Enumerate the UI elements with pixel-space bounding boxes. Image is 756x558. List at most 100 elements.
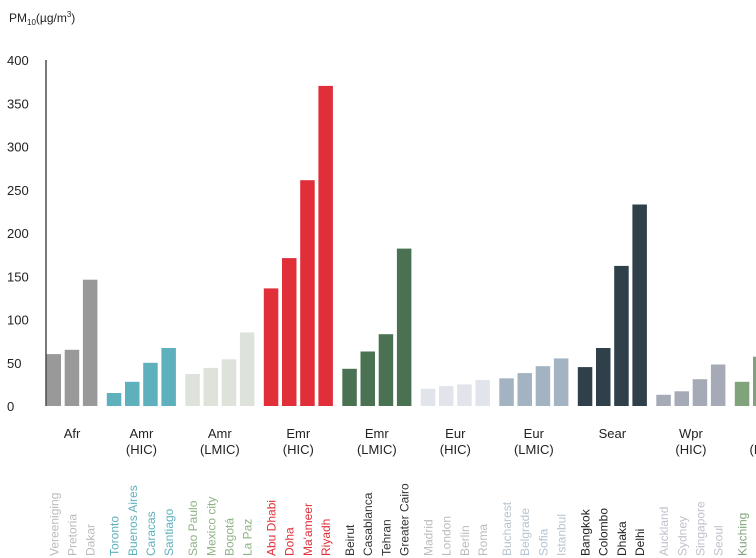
city-label: Vereeniging	[47, 493, 61, 556]
city-label: Sofia	[536, 528, 550, 556]
group-label: Emr	[286, 426, 311, 441]
city-label: Tehran	[379, 519, 393, 556]
bar	[203, 367, 218, 406]
bar	[396, 248, 412, 406]
y-tick-labels: 0 50 100 150 200 250 300 350 400	[7, 53, 29, 414]
bar	[106, 393, 122, 406]
bar	[734, 381, 750, 406]
y-tick-label: 300	[7, 140, 29, 155]
city-label: London	[440, 516, 454, 556]
city-label: Mexico city	[204, 497, 218, 556]
city-label: Madrid	[422, 519, 436, 556]
city-labels: Vereeniging Pretoria Dakar Toronto Buenos Ai…	[47, 483, 756, 556]
bar	[656, 394, 671, 406]
bar	[378, 334, 394, 406]
city-label: Dakar	[84, 524, 98, 556]
group-label: (LMIC)	[200, 442, 240, 457]
bar	[457, 384, 472, 406]
bar	[710, 364, 726, 406]
bar	[300, 180, 315, 406]
y-title-unit: (µg/m	[36, 11, 67, 25]
bar	[143, 362, 158, 407]
city-label: Roma	[476, 524, 490, 556]
city-label: Berlin	[458, 525, 472, 556]
group-label: Amr	[129, 426, 154, 441]
group-label: Eur	[524, 426, 545, 441]
bar	[239, 332, 255, 406]
bar	[420, 388, 436, 406]
bar	[82, 279, 98, 406]
city-label: Kuching	[736, 513, 750, 556]
bar	[360, 351, 375, 406]
group-label: Amr	[208, 426, 233, 441]
bar	[614, 265, 629, 406]
city-label: Belgrade	[518, 508, 532, 556]
bar	[499, 378, 514, 406]
city-label: Istanbul	[555, 514, 569, 556]
city-label: Colombo	[597, 508, 611, 556]
city-label: Auckland	[657, 507, 671, 556]
y-tick-label: 250	[7, 183, 29, 198]
city-label: Bucharest	[500, 501, 514, 556]
y-tick-label: 400	[7, 53, 29, 68]
bar	[342, 368, 357, 406]
bar	[161, 348, 176, 406]
group-label: (HIC)	[440, 442, 471, 457]
y-title-unit-end: )	[71, 11, 75, 25]
city-label: Ma'ameer	[301, 503, 315, 556]
city-label: Greater Cairo	[398, 483, 412, 556]
y-axis-title: PM10(µg/m3)	[9, 10, 75, 27]
bar	[753, 356, 756, 406]
city-label: Sydney	[675, 516, 689, 556]
group-label: (HIC)	[126, 442, 157, 457]
city-label: Delhi	[633, 529, 647, 556]
bar	[263, 288, 279, 406]
group-label: Wpr	[679, 426, 704, 441]
bar	[221, 359, 237, 406]
bar	[632, 204, 647, 406]
y-tick-label: 50	[7, 356, 21, 371]
city-label: Doha	[283, 527, 297, 556]
y-title-sup: 3	[67, 10, 72, 19]
city-label: Seoul	[712, 525, 726, 556]
group-label: Afr	[64, 426, 81, 441]
city-label: Beirut	[343, 524, 357, 556]
bar	[692, 379, 708, 406]
group-label: Sear	[599, 426, 627, 441]
city-label: Casablanca	[361, 492, 375, 556]
bars	[46, 85, 756, 407]
city-label: Santiago	[162, 508, 176, 556]
bar	[125, 381, 140, 406]
city-label: Abu Dhabi	[265, 500, 279, 556]
bar	[596, 348, 611, 406]
bar	[577, 367, 593, 406]
bar	[318, 85, 333, 407]
city-label: Caracas	[144, 511, 158, 556]
group-label: (LMIC)	[357, 442, 397, 457]
y-tick-label: 100	[7, 313, 29, 328]
group-label: (HIC)	[283, 442, 314, 457]
group-label: Eur	[445, 426, 466, 441]
city-label: Singapore	[694, 501, 708, 556]
y-tick-label: 200	[7, 226, 29, 241]
group-label: (LMIC)	[750, 442, 756, 457]
bar	[46, 354, 61, 406]
group-label: (LMIC)	[514, 442, 554, 457]
city-label: Manila	[754, 520, 756, 556]
city-label: Bangkok	[579, 508, 593, 556]
group-labels: Afr Amr(HIC)Amr(LMIC)Emr(HIC)Emr(LMIC)Eur…	[64, 426, 756, 457]
bar	[553, 358, 569, 406]
bar	[535, 366, 551, 406]
y-tick-label: 150	[7, 269, 29, 284]
city-label: Toronto	[108, 516, 122, 556]
bar	[674, 391, 689, 406]
city-label: Pretoria	[66, 514, 80, 556]
group-label: Emr	[365, 426, 390, 441]
city-label: Dhaka	[615, 521, 629, 556]
bar	[185, 374, 200, 406]
y-title-base: PM	[9, 11, 27, 25]
bar	[475, 380, 490, 406]
city-label: Bogotá	[222, 518, 236, 556]
bar	[64, 349, 80, 406]
